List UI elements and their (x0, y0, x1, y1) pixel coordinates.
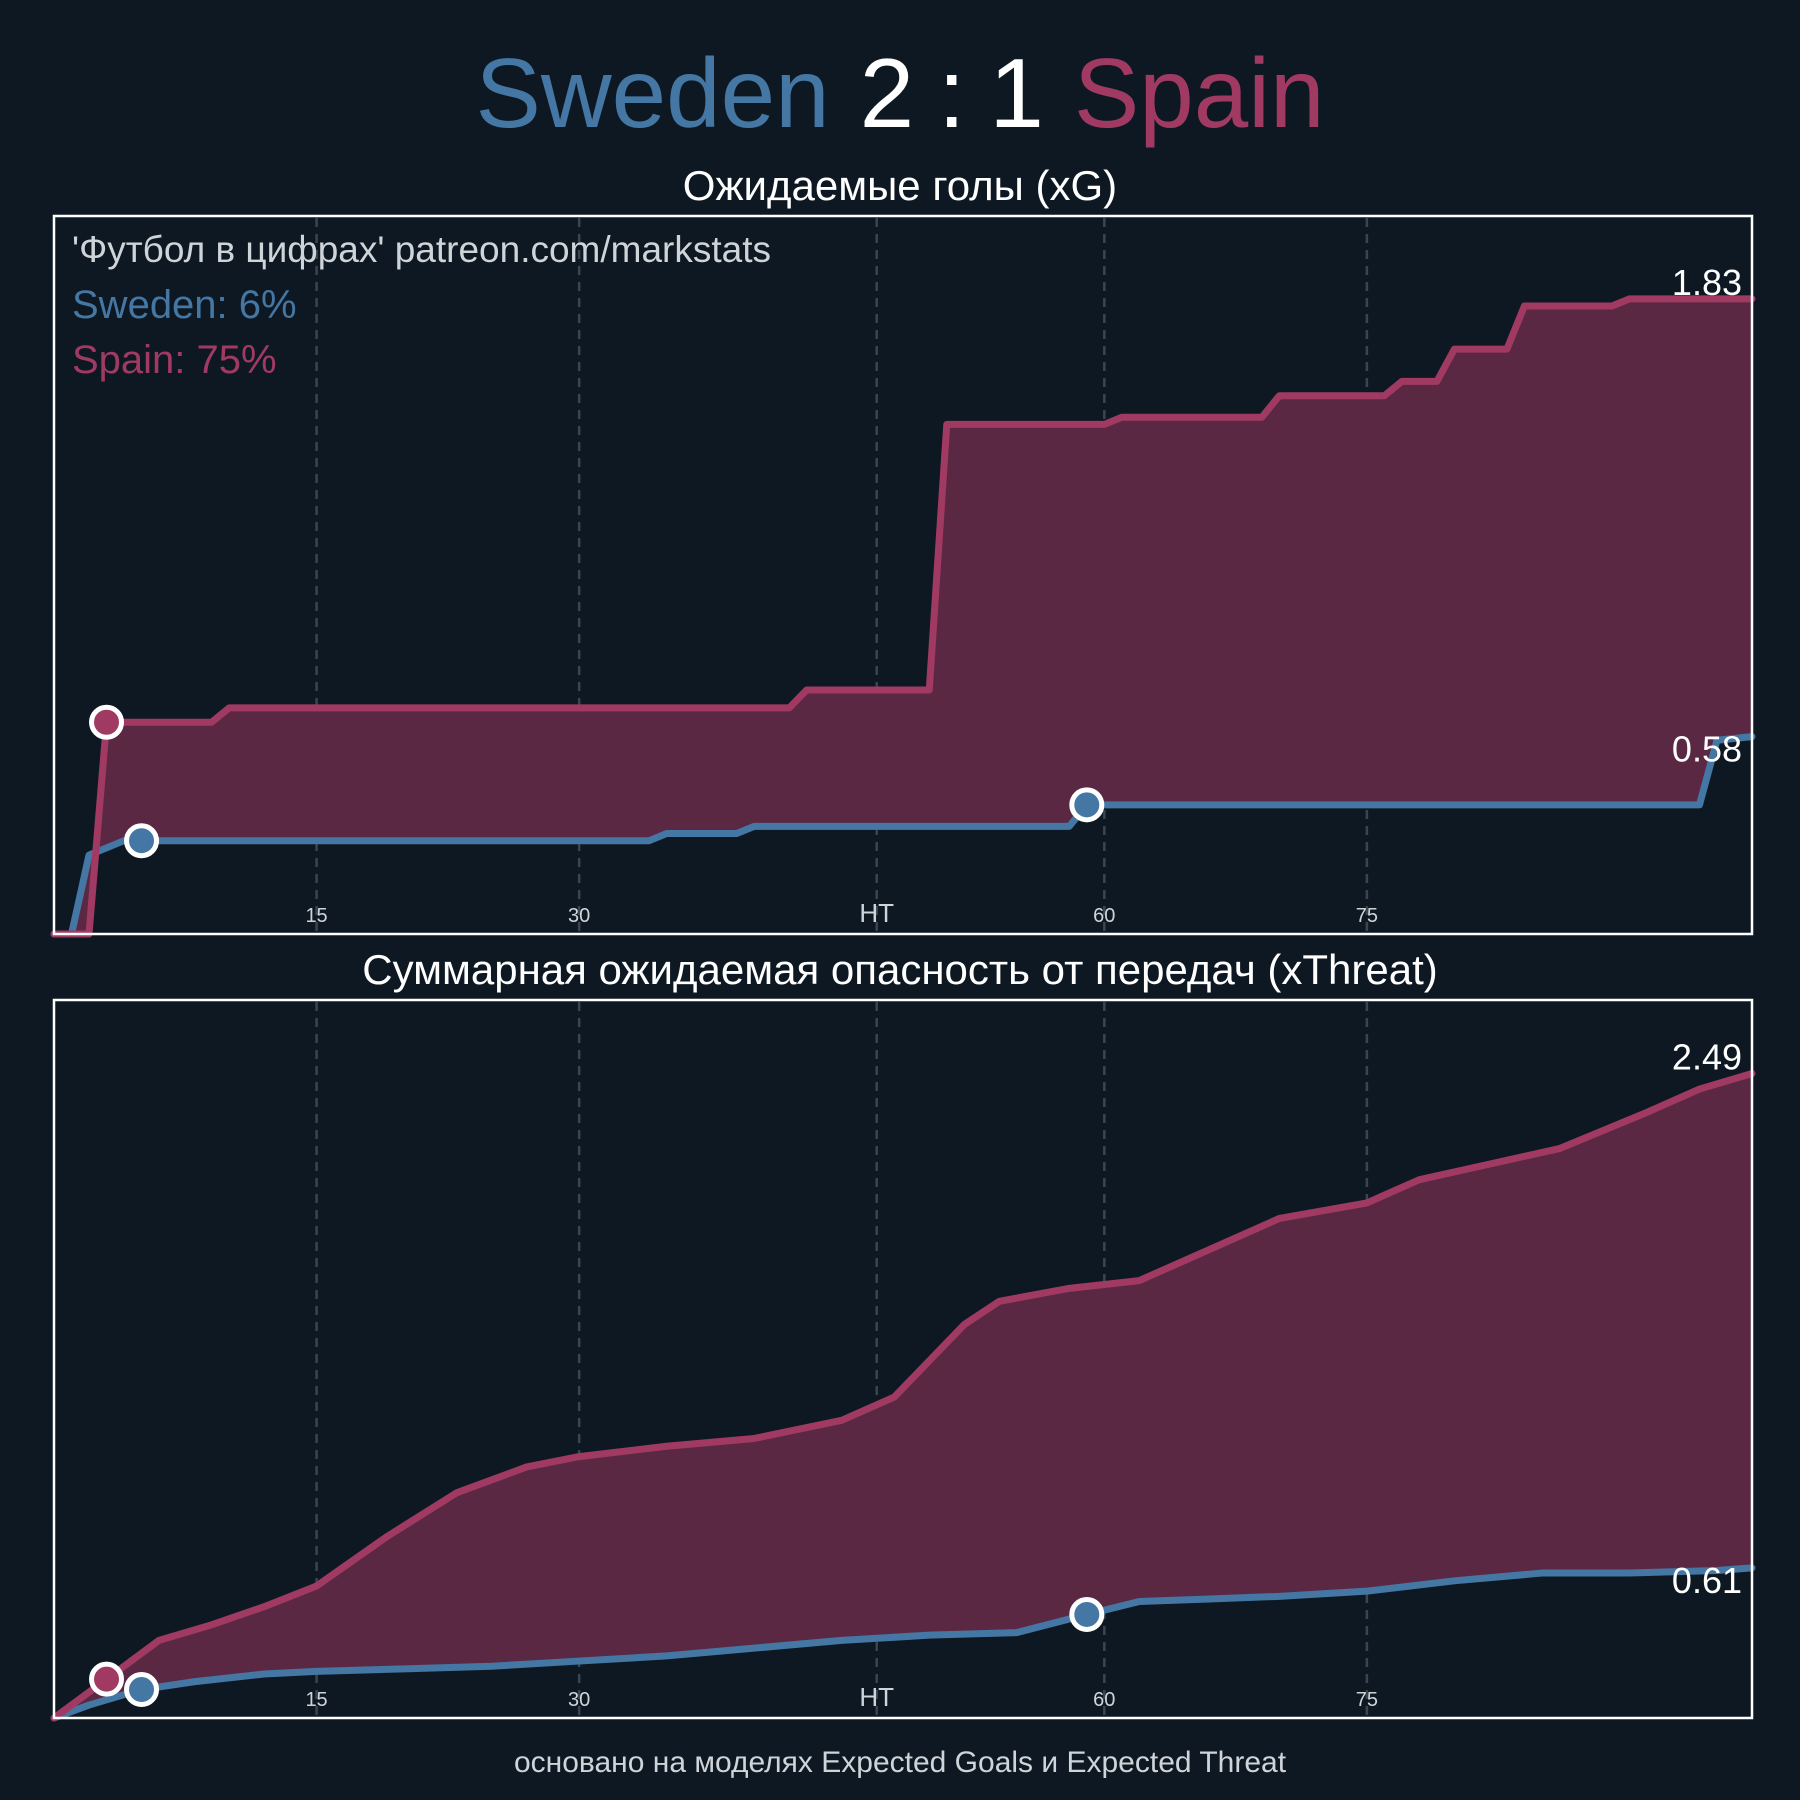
xthreat-plot-frame (52, 998, 1754, 1720)
xthreat-home-goal-marker (1069, 1596, 1105, 1632)
watermark: 'Футбол в цифрах' patreon.com/markstats (72, 229, 771, 270)
xg-chart-title: Ожидаемые голы (xG) (683, 162, 1117, 209)
xg-plot-frame (52, 214, 1754, 936)
xthreat-x-axis-ticks: 15 30 HT 60 75 (305, 1682, 1378, 1712)
xg-chart: 15 30 HT 60 75 1.83 0.58 (50, 214, 1756, 938)
xthreat-x-tick-label: 60 (1093, 1689, 1115, 1711)
xthreat-final-value-labels: 2.49 0.61 (1672, 1037, 1742, 1601)
xthreat-chart-title: Суммарная ожидаемая опасность от передач… (362, 946, 1438, 993)
xg-home-goal-marker (1069, 787, 1105, 823)
home-team-name: Sweden (475, 38, 829, 148)
xg-final-value-labels: 1.83 0.58 (1672, 262, 1742, 770)
xg-away-line (50, 295, 1756, 938)
xg-away-final-label: 1.83 (1672, 262, 1742, 303)
xthreat-x-tick-label: 30 (568, 1689, 590, 1711)
match-title: Sweden 2:1 Spain (475, 38, 1324, 148)
xthreat-home-final-label: 0.61 (1672, 1560, 1742, 1601)
footer-note: основано на моделях Expected Goals и Exp… (514, 1746, 1287, 1779)
xthreat-chart: 15 30 HT 60 75 2.49 0.61 (50, 998, 1756, 1722)
xthreat-x-tick-label: HT (859, 1682, 894, 1712)
xthreat-away-goal-marker (89, 1661, 125, 1697)
xthreat-home-line (50, 1564, 1756, 1722)
away-win-probability: Spain: 75% (72, 338, 277, 382)
score-separator: : (938, 38, 965, 148)
xthreat-away-final-label: 2.49 (1672, 1037, 1742, 1078)
xg-goal-markers (89, 704, 1105, 859)
home-score: 2 (860, 38, 915, 148)
away-score: 1 (989, 38, 1044, 148)
home-win-probability: Sweden: 6% (72, 283, 297, 327)
xg-x-tick-label: 60 (1093, 905, 1115, 927)
xthreat-series (50, 1070, 1756, 1722)
xg-series (50, 295, 1756, 938)
xg-away-goal-marker (89, 704, 125, 740)
xthreat-goal-markers (89, 1596, 1105, 1708)
xthreat-away-line (50, 1070, 1756, 1722)
xg-home-final-label: 0.58 (1672, 729, 1742, 770)
away-team-name: Spain (1074, 38, 1325, 148)
xthreat-x-tick-label: 15 (305, 1689, 327, 1711)
xg-area-between (54, 298, 1752, 934)
xthreat-area-between (54, 1073, 1752, 1718)
xg-x-axis-ticks: 15 30 HT 60 75 (305, 898, 1378, 928)
xg-x-tick-label: 75 (1356, 905, 1378, 927)
xg-home-goal-marker (124, 823, 160, 859)
xthreat-home-goal-marker (124, 1672, 160, 1708)
xg-x-tick-label: 30 (568, 905, 590, 927)
xg-x-tick-label: 15 (305, 905, 327, 927)
xthreat-x-tick-label: 75 (1356, 1689, 1378, 1711)
xg-x-tick-label: HT (859, 898, 894, 928)
